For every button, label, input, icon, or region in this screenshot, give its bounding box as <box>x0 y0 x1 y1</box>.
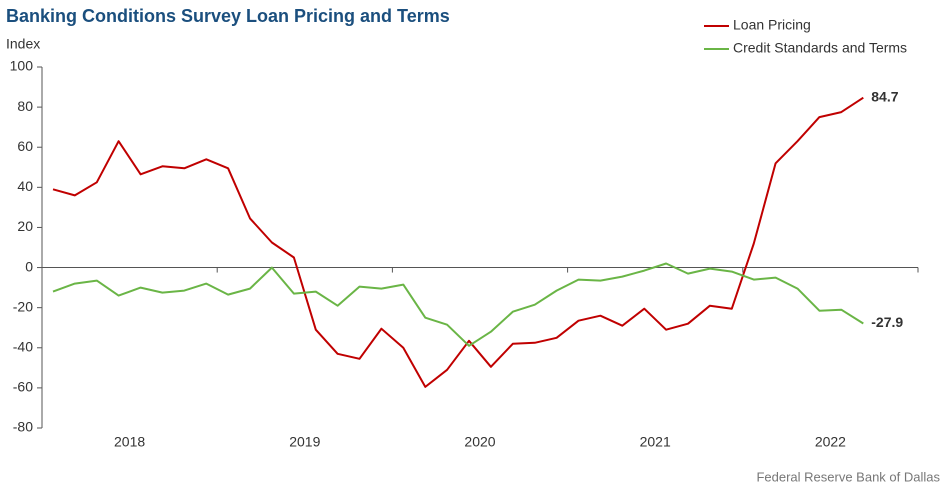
line-series <box>52 96 864 388</box>
source: Federal Reserve Bank of Dallas <box>756 469 940 484</box>
y-tick-label: -80 <box>13 419 33 435</box>
y-tick-label: -20 <box>13 298 33 314</box>
x-tick-label: 2020 <box>464 434 495 450</box>
line-series <box>52 262 864 347</box>
y-tick-label: -60 <box>13 379 33 395</box>
x-tick-label: 2019 <box>289 434 320 450</box>
legend-label: Credit Standards and Terms <box>733 40 907 56</box>
end-label: -27.9 <box>871 314 903 330</box>
y-tick-label: 60 <box>17 138 33 154</box>
x-tick-label: 2021 <box>640 434 671 450</box>
legend-label: Loan Pricing <box>733 17 811 33</box>
y-tick-label: 80 <box>17 98 33 114</box>
y-axis-label: Index <box>6 36 40 52</box>
end-label: 84.7 <box>871 88 898 104</box>
y-tick-label: 0 <box>25 258 33 274</box>
y-tick-label: 100 <box>10 58 34 74</box>
chart-title: Banking Conditions Survey Loan Pricing a… <box>6 6 450 26</box>
x-tick-label: 2018 <box>114 434 145 450</box>
y-tick-label: -40 <box>13 338 33 354</box>
y-tick-label: 20 <box>17 218 33 234</box>
x-tick-label: 2022 <box>815 434 846 450</box>
y-tick-label: 40 <box>17 178 33 194</box>
